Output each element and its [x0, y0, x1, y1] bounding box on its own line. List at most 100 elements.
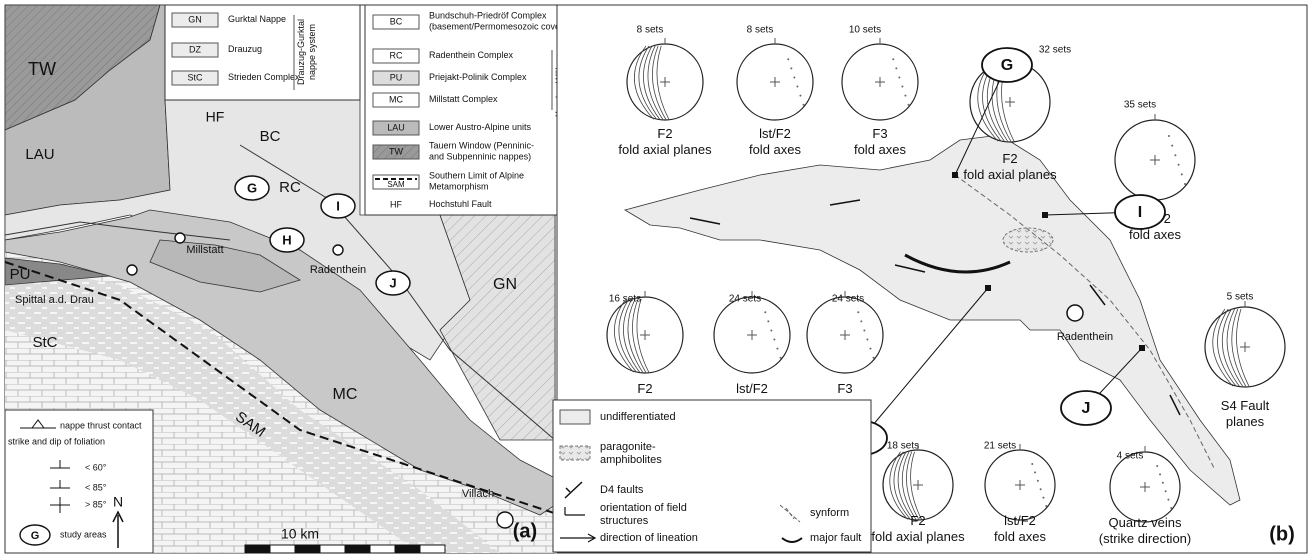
legend-group-line: nappe system: [307, 24, 317, 80]
legend-text: nappe thrust contact: [60, 420, 142, 430]
stereonet-pole: [892, 58, 894, 60]
legend-swatch: [560, 446, 590, 460]
legend-abbr: HF: [390, 199, 402, 209]
legend-text-line: Southern Limit of Alpine: [429, 171, 524, 181]
stereonet-pole: [866, 339, 868, 341]
study-point: [952, 172, 958, 178]
legend-text-line: Gurktal Nappe: [228, 14, 286, 24]
stereonet-caption-line: lst/F2: [759, 126, 791, 141]
stereonet-caption-line: (strike direction): [1099, 531, 1191, 546]
stereonet-pole: [860, 320, 862, 322]
legend-text-line: Bundschuh-Priedröf Complex: [429, 11, 547, 21]
legend-text-line: Radenthein Complex: [429, 50, 514, 60]
unit-label: GN: [493, 276, 517, 293]
stereonet-caption-line: Quartz veins: [1109, 515, 1182, 530]
scale-segment: [420, 545, 445, 553]
legend-text-line: Millstatt Complex: [429, 94, 498, 104]
scale-segment: [270, 545, 295, 553]
legend-text-line: undifferentiated: [600, 411, 676, 423]
stereonet-pole: [1168, 135, 1170, 137]
stereonet-pole: [776, 348, 778, 350]
stereonet-caption-line: lst/F2: [736, 381, 768, 396]
legend-text-line: and Subpenninic nappes): [429, 152, 531, 162]
stereonet-pole: [1181, 173, 1183, 175]
stereonet-pole: [787, 58, 789, 60]
stereonet-count: 24 sets: [832, 294, 864, 305]
paragonite-area: [1003, 228, 1053, 252]
legend-text: direction of lineation: [600, 532, 698, 544]
stereonet-pole: [1031, 463, 1033, 465]
legend-text: Gurktal Nappe: [228, 14, 286, 24]
scale-segment: [370, 545, 395, 553]
legend-text-line: Metamorphism: [429, 182, 489, 192]
study-point: [985, 285, 991, 291]
stereonet-caption: S4 Faultplanes: [1221, 398, 1270, 429]
study-area-label: G: [247, 180, 257, 195]
legend-text: strike and dip of foliation: [8, 436, 105, 446]
panel-label: (b): [1269, 523, 1295, 545]
stereonet-pole: [799, 95, 801, 97]
stereonet-caption-line: F2: [1002, 151, 1017, 166]
legend-text-line: Priejakt-Polinik Complex: [429, 72, 527, 82]
scale-segment: [395, 545, 420, 553]
scale-segment: [320, 545, 345, 553]
legend-text: < 60°: [85, 462, 107, 472]
stereonet-pole: [1037, 480, 1039, 482]
stereonet-count: 18 sets: [887, 441, 919, 452]
legend-text-line: Lower Austro-Alpine units: [429, 122, 532, 132]
stereonet-pole: [1167, 499, 1169, 501]
stereonet-pole: [790, 67, 792, 69]
legend-abbr: StC: [187, 72, 203, 82]
stereonet-pole: [1045, 505, 1047, 507]
legend-abbr: TW: [389, 146, 403, 156]
stereonet-pole: [773, 339, 775, 341]
stereonet-count: 10 sets: [849, 25, 881, 36]
place-label: Spittal a.d. Drau: [15, 294, 94, 306]
legend-text: Hochstuhl Fault: [429, 199, 492, 209]
unit-label: RC: [279, 179, 301, 196]
legend-text-line: paragonite-: [600, 441, 656, 453]
scale-segment: [345, 545, 370, 553]
town-marker: [1067, 305, 1083, 321]
legend-abbr: LAU: [387, 122, 405, 132]
legend-text: Drauzug: [228, 44, 262, 54]
stereonet-count: 4 sets: [1117, 451, 1144, 462]
legend-text: Radenthein Complex: [429, 50, 514, 60]
unit-label: PU: [10, 266, 31, 283]
stereonet-pole: [1042, 497, 1044, 499]
stereonet-pole: [780, 357, 782, 359]
panel-label: (a): [513, 520, 537, 542]
stereonet-count: 8 sets: [747, 25, 774, 36]
stereonet-pole: [1156, 465, 1158, 467]
stereonet-pole: [1162, 482, 1164, 484]
legend-abbr: MC: [389, 94, 403, 104]
place-label: Millstatt: [186, 244, 223, 256]
stereonet-pole: [767, 320, 769, 322]
legend-text: < 85°: [85, 482, 107, 492]
place-marker: [127, 265, 137, 275]
scale-segment: [295, 545, 320, 553]
north-label: N: [113, 494, 123, 510]
figure: TWLAUHFBCRCPUStCDZMCGNSAMMillstattRadent…: [0, 0, 1312, 556]
stereonet-count: 16 sets: [609, 294, 641, 305]
legend-text: > 85°: [85, 499, 107, 509]
study-area-label: J: [389, 275, 396, 290]
legend-text: synform: [810, 507, 849, 519]
legend-abbr: PU: [390, 72, 403, 82]
scale-label: 10 km: [281, 526, 319, 542]
unit-label: StC: [32, 334, 57, 351]
stereonet-pole: [895, 67, 897, 69]
unit-label: BC: [260, 128, 281, 145]
scale-segment: [245, 545, 270, 553]
legend-text-line: direction of lineation: [600, 532, 698, 544]
stereonet-caption-line: F2: [657, 126, 672, 141]
legend-text: Lower Austro-Alpine units: [429, 122, 532, 132]
unit-label: LAU: [25, 146, 54, 163]
stereonet-pole: [1178, 164, 1180, 166]
legend-text-line: amphibolites: [600, 454, 662, 466]
legend-text: Strieden Complex: [228, 72, 300, 82]
town-label: Radenthein: [1057, 331, 1113, 343]
legend-abbr: GN: [188, 14, 202, 24]
legend-text: Tauern Window (Penninic-and Subpenninic …: [429, 141, 534, 162]
legend-text-line: orientation of field: [600, 502, 687, 514]
